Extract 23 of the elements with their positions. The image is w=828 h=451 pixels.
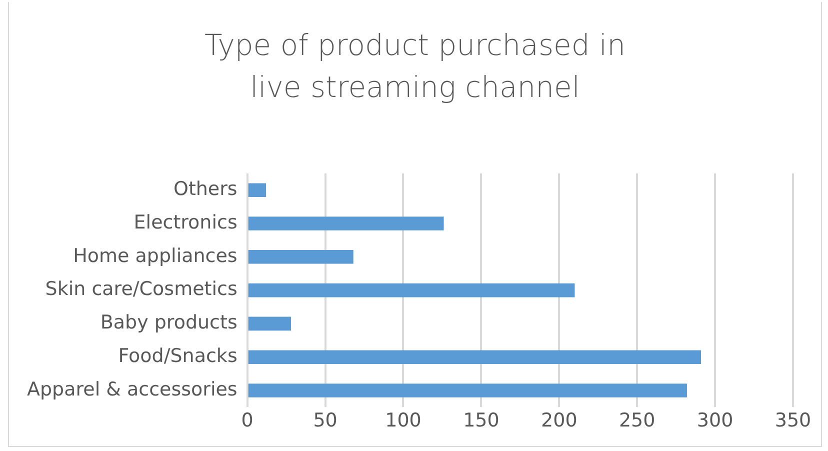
y-tick-label: Baby products xyxy=(100,312,238,334)
x-tick-label: 0 xyxy=(241,410,254,432)
bar xyxy=(248,350,702,364)
chart-title: Type of product purchased in live streaming channel xyxy=(204,27,626,106)
y-tick-label: Others xyxy=(173,178,238,200)
y-tick-label: Food/Snacks xyxy=(118,345,238,368)
y-tick-label: Skin care/Cosmetics xyxy=(45,278,238,300)
y-tick-label: Apparel & accessories xyxy=(26,378,238,400)
x-tick-label: 150 xyxy=(463,410,500,432)
bar xyxy=(248,283,575,298)
x-tick-label: 200 xyxy=(541,410,578,432)
bar xyxy=(248,216,444,230)
x-tick-label: 350 xyxy=(774,410,812,432)
bar xyxy=(248,183,266,197)
x-tick-label: 100 xyxy=(385,410,422,432)
y-tick-label: Electronics xyxy=(134,211,238,234)
bar xyxy=(248,384,687,398)
x-tick-label: 50 xyxy=(313,410,338,432)
bar xyxy=(248,250,354,264)
x-tick-label: 250 xyxy=(618,410,656,432)
bar xyxy=(248,316,291,331)
y-tick-label: Home appliances xyxy=(73,244,238,267)
x-tick-label: 300 xyxy=(696,410,734,432)
